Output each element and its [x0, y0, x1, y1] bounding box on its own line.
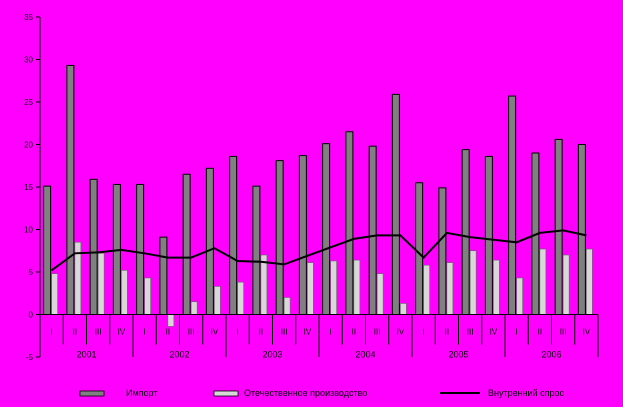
y-tick-label: -5	[26, 353, 34, 362]
y-tick-label: 5	[29, 268, 34, 277]
quarter-label: I	[237, 328, 239, 337]
legend-swatch	[213, 390, 239, 397]
quarter-label: I	[51, 328, 53, 337]
bar-import	[508, 95, 517, 315]
bar-domestic	[493, 259, 500, 315]
bar-import	[252, 185, 261, 315]
bar-import	[275, 160, 284, 315]
quarter-label: IV	[490, 328, 498, 337]
bar-domestic	[353, 259, 361, 315]
bar-import	[345, 131, 354, 315]
bar-import	[391, 93, 400, 315]
bar-domestic	[376, 273, 384, 315]
y-axis: -5 0 5 10 15 20 25 30 35	[24, 13, 41, 362]
quarter-label: III	[374, 328, 381, 337]
quarter-label: I	[144, 328, 146, 337]
bar-domestic	[51, 273, 58, 315]
quarter-label: II	[538, 328, 542, 337]
quarter-label: III	[467, 328, 474, 337]
bar-domestic	[423, 264, 430, 315]
legend-item-domestic: Отечественное производство	[213, 388, 367, 398]
bar-domestic	[283, 297, 291, 315]
bar-import	[136, 183, 145, 315]
year-label: 2004	[355, 350, 375, 360]
quarter-label: II	[352, 328, 356, 337]
bars-layer	[43, 64, 593, 327]
quarter-label: II	[73, 328, 77, 337]
quarter-label: II	[166, 328, 170, 337]
y-tick-label: 30	[24, 56, 33, 65]
bar-import	[577, 144, 586, 315]
line-layer	[51, 229, 587, 272]
legend-item-demand: Внутренний спрос	[440, 388, 564, 398]
bar-domestic	[144, 277, 151, 315]
quarter-label: II	[445, 328, 449, 337]
quarter-label: IV	[118, 328, 126, 337]
bar-import	[438, 187, 447, 316]
bar-import	[89, 178, 98, 315]
bar-import	[66, 64, 75, 315]
quarter-label: I	[423, 328, 425, 337]
bar-domestic	[562, 254, 570, 315]
bar-domestic	[469, 250, 477, 315]
legend: Импорт Отечественное производство Внутренн…	[79, 388, 564, 398]
bar-domestic	[586, 248, 593, 315]
quarter-label: I	[330, 328, 332, 337]
bar-domestic	[260, 254, 268, 315]
line-series-demand	[51, 229, 587, 272]
quarter-label: III	[281, 328, 288, 337]
bar-domestic	[516, 277, 523, 315]
y-tick-label: 25	[24, 98, 33, 107]
year-label: 2005	[448, 350, 468, 360]
x-axis: I II III IV I II III IV I II III IV I II III IV I II III IV…	[39, 314, 599, 360]
year-label: 2001	[76, 350, 96, 360]
bar-import	[229, 155, 238, 315]
y-tick-label: 35	[24, 13, 33, 22]
bar-domestic	[307, 262, 314, 315]
quarter-label: IV	[211, 328, 219, 337]
quarter-label: I	[516, 328, 518, 337]
bar-import	[461, 149, 470, 315]
bar-import	[205, 167, 214, 315]
bar-import	[415, 182, 424, 315]
bar-domestic	[167, 314, 175, 327]
quarter-label: IV	[583, 328, 591, 337]
bar-domestic	[214, 286, 221, 315]
bar-domestic	[97, 253, 105, 315]
year-label: 2002	[169, 350, 189, 360]
bar-domestic	[121, 269, 128, 315]
bar-domestic	[330, 260, 337, 315]
y-tick-label: 10	[24, 226, 33, 235]
legend-swatch	[79, 390, 105, 397]
legend-item-import: Импорт	[79, 388, 157, 398]
year-label: 2006	[541, 350, 561, 360]
bar-import	[298, 155, 307, 315]
bar-import	[368, 145, 377, 315]
bar-domestic	[539, 248, 547, 315]
quarter-label: IV	[304, 328, 312, 337]
quarter-label: IV	[397, 328, 405, 337]
bar-import	[182, 173, 191, 315]
y-tick-label: 15	[24, 183, 33, 192]
bar-domestic	[190, 301, 198, 315]
bar-domestic	[446, 262, 454, 315]
quarter-label: III	[95, 328, 102, 337]
year-label: 2003	[262, 350, 282, 360]
quarter-label: III	[560, 328, 567, 337]
bar-import	[43, 185, 52, 315]
quarter-label: III	[188, 328, 195, 337]
y-tick-label: 20	[24, 141, 33, 150]
bar-import	[554, 138, 563, 315]
bar-domestic	[400, 303, 407, 315]
legend-label: Импорт	[126, 388, 157, 398]
quarter-label: II	[259, 328, 263, 337]
bar-import	[322, 143, 331, 315]
y-tick-label: 0	[29, 311, 34, 320]
legend-label: Отечественное производство	[244, 388, 367, 398]
bar-import	[159, 236, 168, 315]
legend-label: Внутренний спрос	[488, 388, 564, 398]
bar-import	[484, 155, 493, 315]
bar-domestic	[237, 281, 244, 315]
